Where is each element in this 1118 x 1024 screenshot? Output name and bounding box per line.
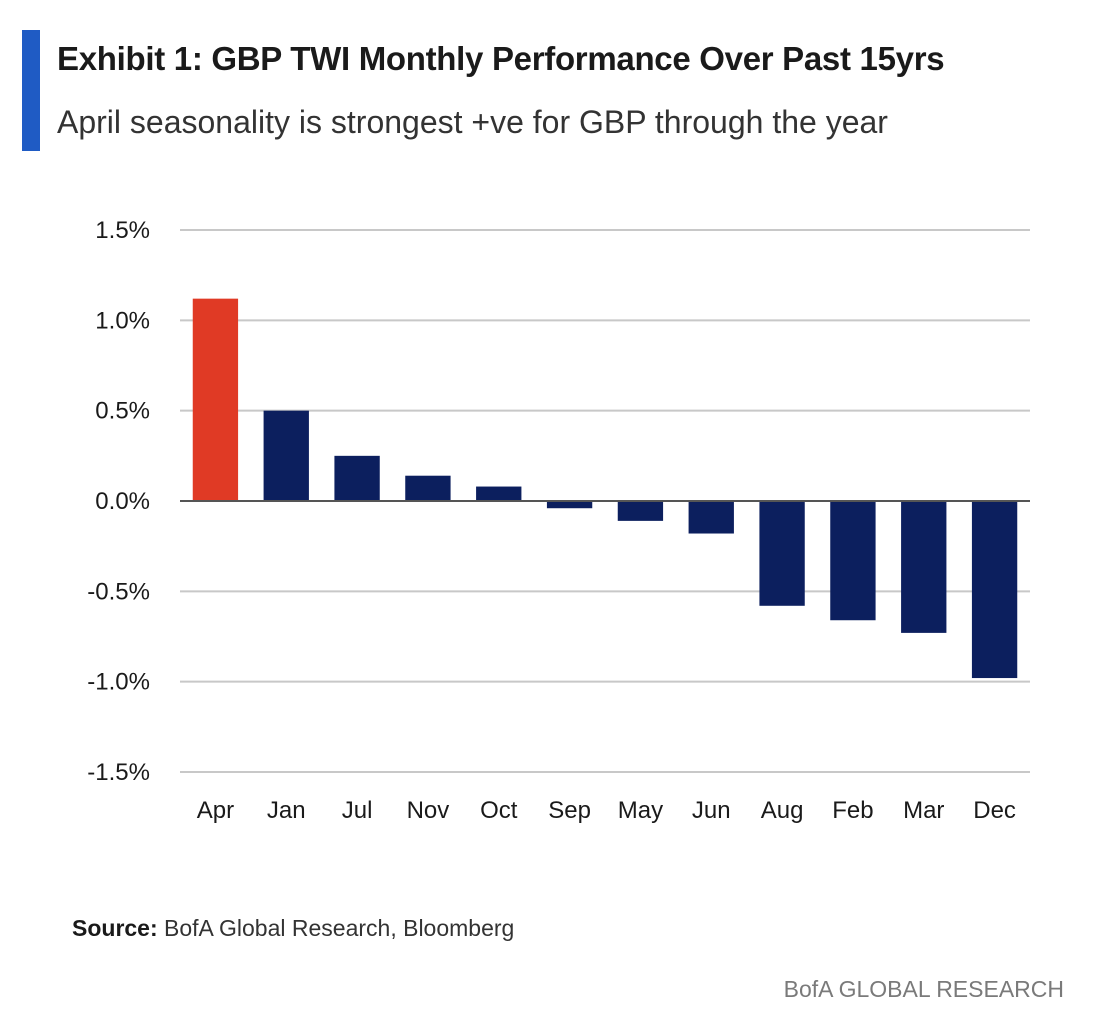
bars [192,298,1018,679]
gridlines [180,229,1030,773]
y-tick-label: -1.0% [87,669,150,696]
y-tick-label: 0.5% [95,398,150,425]
bar-oct [476,486,522,501]
x-tick-label: Jan [267,797,306,824]
source-text: BofA Global Research, Bloomberg [157,915,515,941]
x-tick-label: Jun [692,797,731,824]
x-tick-label: Mar [903,797,944,824]
chart-subtitle: April seasonality is strongest +ve for G… [57,104,888,140]
chart-title: Exhibit 1: GBP TWI Monthly Performance O… [57,40,945,77]
x-tick-label: May [618,797,663,824]
y-tick-label: 1.0% [95,307,150,334]
y-axis-labels: 1.5% 1.0% 0.5% 0.0% -0.5% -1.0% -1.5% [87,217,150,786]
x-tick-label: Jul [342,797,373,824]
bar-mar [901,501,947,633]
x-tick-label: Oct [480,797,518,824]
bar-jul [334,455,380,501]
y-tick-label: -0.5% [87,578,150,605]
source-label: Source: [72,915,158,941]
x-tick-label: Aug [761,797,804,824]
title-accent-bar [22,30,40,151]
bar-apr [192,298,239,501]
y-tick-label: -1.5% [87,759,150,786]
x-tick-label: Feb [832,797,873,824]
x-tick-label: Sep [548,797,591,824]
bar-nov [405,475,451,501]
bar-feb [830,501,876,621]
y-tick-label: 1.5% [95,217,150,244]
x-tick-label: Dec [973,797,1016,824]
y-tick-label: 0.0% [95,488,150,515]
x-tick-label: Nov [407,797,450,824]
x-axis-labels: Apr Jan Jul Nov Oct Sep May Jun Aug Feb Mar Dec [197,797,1016,824]
bar-aug [759,501,805,606]
bar-jan [263,410,309,501]
bar-dec [971,501,1018,679]
source-note: Source: BofA Global Research, Bloomberg [72,915,514,942]
bar-sep [546,501,593,509]
bar-may [617,501,664,521]
x-tick-label: Apr [197,797,234,824]
brand-footer: BofA GLOBAL RESEARCH [783,976,1064,1002]
bar-jun [688,501,734,534]
